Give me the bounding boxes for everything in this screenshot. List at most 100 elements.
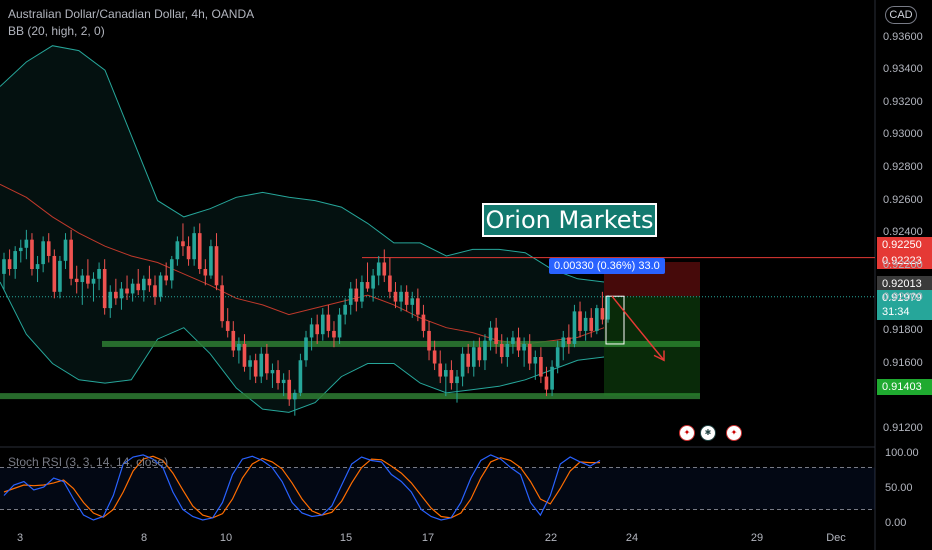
candle-body (583, 317, 588, 331)
candle-body (186, 246, 191, 260)
candle-body (606, 296, 610, 320)
price-tick-label: 0.92800 (883, 160, 923, 173)
price-tag-level-high: 0.92250 (877, 237, 932, 253)
candle-body (589, 317, 594, 331)
price-tag-stop-loss: 0.92223 (877, 253, 932, 269)
candle-body (494, 327, 498, 344)
candle-body (35, 264, 40, 269)
candle-body (455, 376, 459, 384)
currency-selector[interactable]: CAD (885, 6, 917, 24)
candle-body (248, 360, 252, 367)
candle-body (158, 275, 163, 297)
candle-body (393, 291, 398, 302)
candle-body (315, 324, 320, 335)
candle-body (505, 343, 510, 357)
candle-body (360, 282, 364, 302)
candle-body (354, 288, 359, 302)
time-tick-label: 15 (339, 532, 353, 544)
candle-body (567, 337, 571, 344)
candle-body (24, 239, 29, 248)
bollinger-legend: BB (20, high, 2, 0) (8, 24, 105, 38)
time-tick-label: 8 (140, 532, 148, 544)
candle-body (169, 259, 174, 281)
support-zone-lower (0, 393, 700, 400)
candle-body (382, 262, 387, 276)
candle-body (192, 233, 196, 260)
candle-body (276, 370, 280, 384)
price-tick-label: 0.93400 (883, 63, 923, 76)
candle-body (253, 360, 258, 377)
candle-body (69, 239, 73, 279)
candle-body (102, 269, 107, 309)
candle-body (522, 343, 526, 351)
time-tick-label: 29 (750, 532, 764, 544)
candle-body (337, 314, 342, 338)
candle-body (477, 347, 482, 361)
price-tick-label: 0.91200 (883, 421, 923, 434)
countdown-tag: 31:34 (877, 304, 932, 320)
measure-label: 0.00330 (0.36%) 33.0 (549, 258, 665, 274)
candle-body (483, 340, 487, 361)
price-tick-label: 0.92600 (883, 193, 923, 206)
candle-body (371, 275, 375, 289)
price-tick-label: 0.92400 (883, 226, 923, 239)
candle-body (561, 337, 566, 348)
bollinger-upper-line (0, 45, 605, 283)
candle-body (141, 278, 146, 291)
candle-body (399, 291, 403, 302)
price-tick-label: 0.93000 (883, 128, 923, 141)
candle-body (225, 321, 230, 331)
candle-body (74, 278, 79, 283)
candle-body (539, 357, 543, 377)
price-tick-label: 0.91600 (883, 356, 923, 369)
candle-body (460, 353, 465, 377)
time-tick-label: 17 (421, 532, 435, 544)
candle-body (7, 259, 12, 269)
candle-body (46, 241, 51, 256)
price-tick-label: 0.91800 (883, 323, 923, 336)
time-tick-label: 22 (544, 532, 558, 544)
candle-body (13, 251, 18, 269)
stoch-rsi-legend: Stoch RSI (3, 3, 14, 14, close) (8, 455, 169, 469)
candle-body (348, 288, 353, 305)
candle-body (488, 327, 493, 341)
support-zone-upper (102, 340, 700, 347)
candle-body (309, 324, 314, 338)
australia-flag-icon[interactable]: ✱ (700, 425, 716, 441)
watermark-logo: Orion Markets (482, 203, 657, 237)
candle-body (197, 233, 202, 269)
candle-body (287, 379, 292, 400)
price-tick-label: 0.92200 (883, 258, 923, 271)
candle-body (443, 370, 448, 377)
candle-body (555, 347, 560, 367)
canada-flag-icon[interactable]: ✦ (726, 425, 742, 441)
candle-body (119, 288, 124, 299)
candle-body (466, 353, 471, 367)
candle-body (130, 283, 135, 294)
time-tick-label: Dec (826, 532, 846, 544)
candle-body (438, 363, 443, 377)
candle-body (298, 360, 303, 393)
canada-flag-icon[interactable]: ✦ (679, 425, 695, 441)
candle-body (533, 357, 538, 364)
candle-body (125, 288, 129, 294)
candle-body (388, 275, 392, 292)
candle-body (499, 343, 504, 357)
candle-body (304, 337, 308, 361)
candle-body (527, 343, 532, 364)
candle-body (30, 239, 34, 269)
candle-body (175, 241, 180, 260)
candle-body (432, 350, 437, 364)
candle-body (259, 353, 264, 377)
candle-body (343, 304, 347, 315)
candle-body (136, 283, 141, 291)
candle-body (58, 260, 62, 292)
candle-body (326, 314, 331, 331)
candle-body (270, 370, 275, 374)
candle-body (97, 269, 101, 279)
bollinger-lower-line (0, 281, 605, 413)
candle-body (86, 275, 90, 284)
bollinger-fill (0, 45, 604, 413)
candle-body (404, 291, 409, 305)
